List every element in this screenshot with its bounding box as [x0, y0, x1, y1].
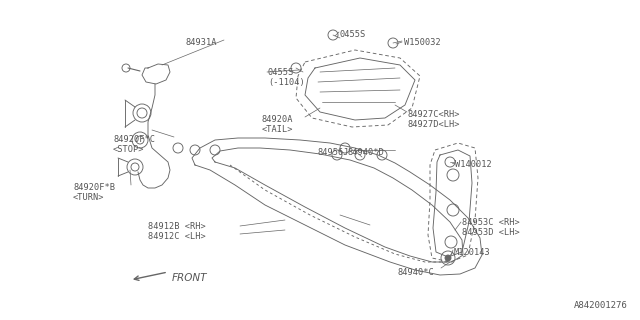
Text: FRONT: FRONT	[172, 273, 207, 283]
Text: W150032: W150032	[404, 38, 441, 47]
Text: 84927C<RH>
84927D<LH>: 84927C<RH> 84927D<LH>	[408, 110, 461, 129]
Text: 0455S: 0455S	[340, 30, 366, 39]
Text: 84920F*B
<TURN>: 84920F*B <TURN>	[73, 183, 115, 203]
Circle shape	[445, 255, 451, 261]
Text: 84931A: 84931A	[185, 38, 216, 47]
Text: 84920A
<TAIL>: 84920A <TAIL>	[262, 115, 294, 134]
Text: 0455S
(-1104): 0455S (-1104)	[268, 68, 305, 87]
Text: 84940*C: 84940*C	[398, 268, 435, 277]
Text: A842001276: A842001276	[574, 301, 628, 310]
Text: W140012: W140012	[455, 160, 492, 169]
Text: 84956J: 84956J	[318, 148, 349, 157]
Text: 84912B <RH>
84912C <LH>: 84912B <RH> 84912C <LH>	[148, 222, 205, 241]
Text: 84953C <RH>
84953D <LH>: 84953C <RH> 84953D <LH>	[462, 218, 520, 237]
Text: 84940*D: 84940*D	[347, 148, 384, 157]
Text: 84920F*C
<STOP>: 84920F*C <STOP>	[113, 135, 155, 155]
Text: M120143: M120143	[454, 248, 491, 257]
